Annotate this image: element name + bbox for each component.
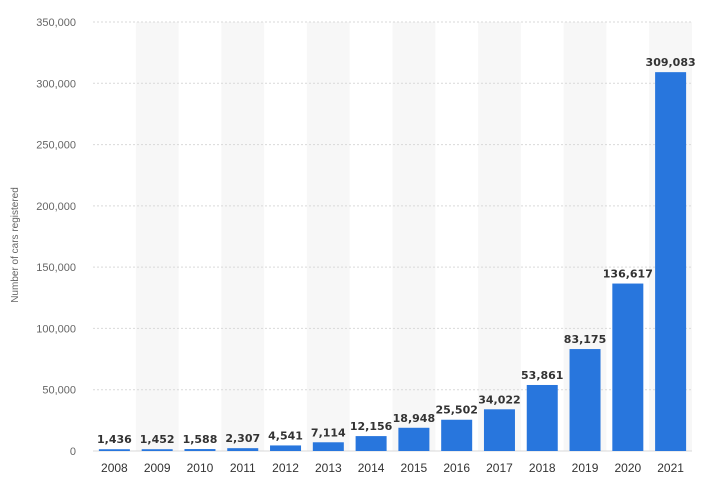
data-label-2009: 1,452 xyxy=(140,433,175,446)
y-tick-label: 0 xyxy=(70,446,76,458)
y-tick-label: 50,000 xyxy=(42,385,76,397)
x-tick-label: 2020 xyxy=(614,461,641,475)
y-tick-label: 350,000 xyxy=(36,17,76,29)
data-label-2017: 34,022 xyxy=(478,393,520,406)
data-labels: 1,436 1,452 1,588 2,307 4,541 7,114 12,15618,9… xyxy=(97,56,696,446)
x-tick-label: 2015 xyxy=(401,461,428,475)
data-label-2010: 1,588 xyxy=(183,433,218,446)
column-band xyxy=(478,22,521,451)
x-tick-label: 2008 xyxy=(101,461,128,475)
bar-2008 xyxy=(98,449,130,451)
bar-2021 xyxy=(655,72,687,451)
bar-2016 xyxy=(441,419,473,451)
y-axis-label: Number of cars registered xyxy=(10,187,21,303)
y-tick-label: 100,000 xyxy=(36,323,76,335)
data-label-2020: 136,617 xyxy=(603,268,653,281)
x-tick-label: 2012 xyxy=(272,461,299,475)
y-tick-label: 300,000 xyxy=(36,78,76,90)
data-label-2014: 12,156 xyxy=(350,420,393,433)
x-tick-label: 2017 xyxy=(486,461,513,475)
data-label-2019: 83,175 xyxy=(564,333,606,346)
data-label-2012: 4,541 xyxy=(268,429,303,442)
column-band xyxy=(135,22,179,451)
x-tick-label: 2016 xyxy=(443,461,470,475)
column-band xyxy=(306,22,350,451)
data-label-2015: 18,948 xyxy=(393,412,435,425)
x-tick-label: 2011 xyxy=(230,461,256,475)
x-tick-label: 2010 xyxy=(187,461,214,475)
x-tick-label: 2018 xyxy=(529,461,556,475)
x-tick-label: 2009 xyxy=(144,461,171,475)
bar-2012 xyxy=(270,445,302,451)
column-band xyxy=(392,22,436,451)
data-label-2011: 2,307 xyxy=(225,432,260,445)
bars xyxy=(98,72,687,451)
y-axis-ticks: 0 50,000 100,000 150,000 200,000 250,000 300,0… xyxy=(36,17,76,458)
y-tick-label: 250,000 xyxy=(36,140,76,152)
column-band xyxy=(221,22,265,451)
bar-2017 xyxy=(483,409,515,451)
x-axis-ticks: 2008 2009 2010 2011 2012 2013 2014 2015 2016 2017… xyxy=(101,461,684,475)
x-tick-label: 2014 xyxy=(358,461,385,475)
bar-2010 xyxy=(184,449,216,451)
data-label-2008: 1,436 xyxy=(97,433,132,446)
bar-2020 xyxy=(612,283,644,451)
x-tick-label: 2013 xyxy=(315,461,342,475)
bar-2009 xyxy=(141,449,173,451)
bar-2014 xyxy=(355,436,387,451)
bar-2018 xyxy=(526,384,558,451)
bar-2013 xyxy=(312,442,344,451)
bar-2011 xyxy=(227,448,259,451)
data-label-2016: 25,502 xyxy=(435,404,477,417)
bar-2019 xyxy=(569,349,601,451)
x-tick-label: 2019 xyxy=(572,461,599,475)
data-label-2013: 7,114 xyxy=(311,426,346,439)
y-tick-label: 200,000 xyxy=(36,201,76,213)
y-tick-label: 150,000 xyxy=(36,262,76,274)
data-label-2018: 53,861 xyxy=(521,369,563,382)
alternating-column-bands xyxy=(135,22,692,451)
data-label-2021: 309,083 xyxy=(646,56,696,69)
bar-2015 xyxy=(398,427,430,451)
x-tick-label: 2021 xyxy=(657,461,684,475)
